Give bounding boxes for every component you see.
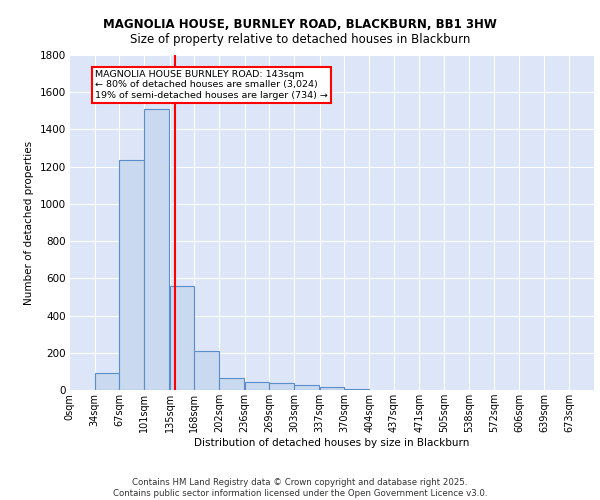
Bar [220,378,244,390]
Bar [170,286,194,390]
Bar [119,160,143,390]
Bar [320,387,344,390]
Y-axis label: Number of detached properties: Number of detached properties [25,140,34,304]
Text: MAGNOLIA HOUSE, BURNLEY ROAD, BLACKBURN, BB1 3HW: MAGNOLIA HOUSE, BURNLEY ROAD, BLACKBURN,… [103,18,497,30]
Text: MAGNOLIA HOUSE BURNLEY ROAD: 143sqm
← 80% of detached houses are smaller (3,024): MAGNOLIA HOUSE BURNLEY ROAD: 143sqm ← 80… [95,70,328,100]
Bar [194,351,218,390]
Bar [295,385,319,390]
Bar [95,373,119,390]
Text: Contains HM Land Registry data © Crown copyright and database right 2025.
Contai: Contains HM Land Registry data © Crown c… [113,478,487,498]
Bar [344,389,368,390]
Bar [245,382,269,390]
X-axis label: Distribution of detached houses by size in Blackburn: Distribution of detached houses by size … [194,438,469,448]
Text: Size of property relative to detached houses in Blackburn: Size of property relative to detached ho… [130,32,470,46]
Bar [269,384,293,390]
Bar [145,109,169,390]
